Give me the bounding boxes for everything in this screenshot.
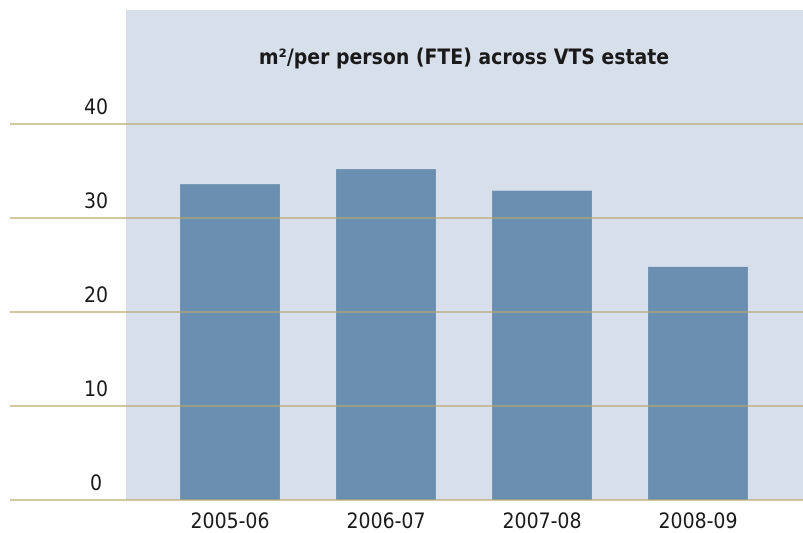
y-tick-label: 20 [84, 283, 108, 307]
x-tick-label: 2007-08 [503, 509, 582, 533]
bar [180, 184, 280, 500]
x-tick-label: 2006-07 [347, 509, 426, 533]
bar [336, 169, 436, 500]
bar [492, 190, 592, 501]
y-tick-label: 40 [84, 95, 108, 119]
y-tick-label: 30 [84, 189, 108, 213]
y-tick-label: 10 [84, 377, 108, 401]
x-tick-label: 2008-09 [659, 509, 738, 533]
x-tick-label: 2005-06 [191, 509, 270, 533]
y-tick-label: 0 [90, 471, 102, 495]
chart-title: m²/per person (FTE) across VTS estate [259, 45, 669, 69]
bar [648, 266, 748, 500]
